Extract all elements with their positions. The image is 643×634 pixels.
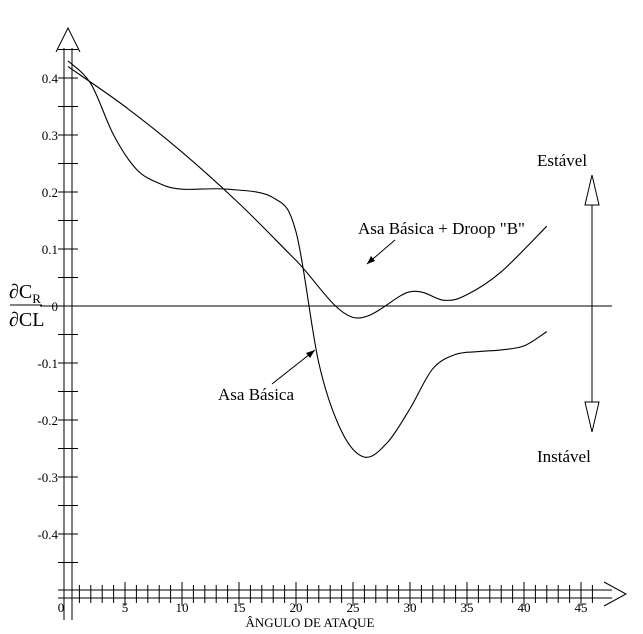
x-axis-label: ÂNGULO DE ATAQUE xyxy=(246,615,375,630)
y-tick-labels: 0.4 0.3 0.2 0.1 0 -0.1 -0.2 -0.3 -0.4 xyxy=(37,71,58,542)
y-label-numerator: ∂CR xyxy=(9,281,41,306)
y-tick-label: -0.4 xyxy=(37,527,58,542)
x-tick-label: 20 xyxy=(290,600,303,615)
y-axis xyxy=(55,26,81,620)
x-ticks xyxy=(78,582,593,606)
annotation-basic: Asa Básica xyxy=(218,385,294,404)
y-label-denominator: ∂CL xyxy=(9,309,44,331)
annotation-droop: Asa Básica + Droop "B" xyxy=(358,219,525,238)
y-axis-label: ∂CR ∂CL xyxy=(9,281,44,331)
x-tick-label: 5 xyxy=(122,600,129,615)
stable-label: Estável xyxy=(537,151,587,170)
x-tick-label: 25 xyxy=(347,600,360,615)
x-tick-labels: 0 5 10 15 20 25 30 35 40 45 xyxy=(58,600,588,615)
y-tick-label: -0.2 xyxy=(37,413,58,428)
x-tick-label: 35 xyxy=(461,600,474,615)
x-axis xyxy=(58,581,628,607)
x-tick-label: 45 xyxy=(575,600,588,615)
unstable-label: Instável xyxy=(537,447,591,466)
series-line-droop xyxy=(67,66,548,319)
axes xyxy=(40,26,628,620)
x-tick-label: 15 xyxy=(233,600,246,615)
stable-arrowhead xyxy=(584,174,600,206)
x-tick-label: 10 xyxy=(176,600,189,615)
y-tick-label: 0 xyxy=(52,299,59,314)
annotation-droop-arrowhead xyxy=(367,256,375,264)
y-tick-label: -0.3 xyxy=(37,470,58,485)
y-tick-label: -0.1 xyxy=(37,356,58,371)
x-tick-label: 0 xyxy=(58,600,65,615)
y-ticks xyxy=(58,49,78,563)
y-tick-label: 0.1 xyxy=(42,242,58,257)
series-line-basic xyxy=(67,60,548,458)
annotation-basic-arrowhead xyxy=(306,350,315,358)
y-tick-label: 0.3 xyxy=(42,128,58,143)
stability-arrow: Estável Instável xyxy=(537,151,600,466)
x-tick-label: 40 xyxy=(518,600,531,615)
series-group xyxy=(67,60,548,458)
annotation-basic-pointer xyxy=(271,349,316,385)
y-tick-label: 0.4 xyxy=(42,71,59,86)
unstable-arrowhead xyxy=(584,401,600,433)
y-tick-label: 0.2 xyxy=(42,185,58,200)
x-tick-label: 30 xyxy=(404,600,417,615)
